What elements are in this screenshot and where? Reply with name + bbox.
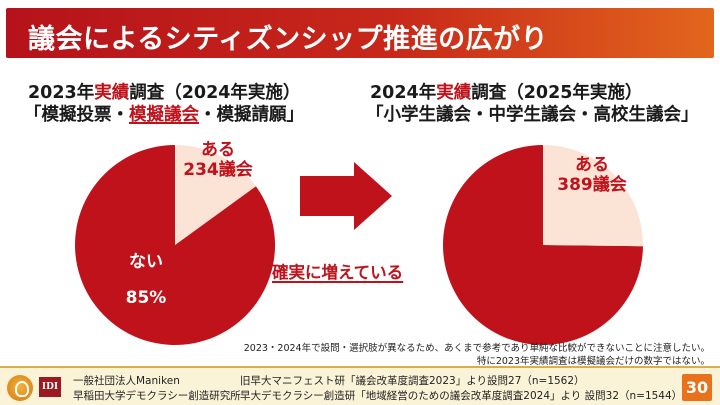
note-line-2: 特に2023年実績調査は模擬議会だけの数字ではない。 xyxy=(476,356,710,367)
org-name-1: 一般社団法人Maniken xyxy=(73,375,180,387)
left-heading-rest: 調査（2024年実施） xyxy=(129,83,301,103)
right-pie-slice-no xyxy=(442,145,643,345)
left-pie-slice-yes xyxy=(175,145,256,245)
right-yes-count: 389議会 xyxy=(557,175,627,195)
left-sub-open: 「模擬投票・ xyxy=(24,105,129,125)
left-heading-emphasis: 実績 xyxy=(94,83,130,103)
left-sub-emphasis: 模擬議会 xyxy=(129,105,199,125)
left-yes-label: ある 234議会 xyxy=(183,140,253,180)
right-survey-subheading: 「小学生議会・中学生議会・高校生議会」 xyxy=(366,105,699,125)
left-survey-subheading: 「模擬投票・模擬議会・模擬請願」 xyxy=(24,104,304,126)
page-number: 30 xyxy=(682,374,712,401)
right-pie-slice-yes xyxy=(543,145,643,247)
idi-logo: IDI xyxy=(39,377,61,397)
right-heading-rest: 調査（2025年実施） xyxy=(471,83,643,103)
source-line-2: 早大デモクラシー創造研「地域経営のための議会改革度調査2024」より 設問32（… xyxy=(240,390,683,402)
left-yes-word: ある xyxy=(201,140,235,160)
right-heading-emphasis: 実績 xyxy=(436,83,472,103)
left-sub-close: ・模擬請願」 xyxy=(199,105,304,125)
left-no-percent: 85% xyxy=(125,288,167,308)
source-line-1: 旧早大マニフェスト研「議会改革度調査2023」より設問27（n=1562） xyxy=(240,375,585,387)
footer: IDI 一般社団法人Maniken 早稲田大学デモクラシー創造研究所 旧早大マニ… xyxy=(0,366,720,405)
right-pie-chart xyxy=(442,145,643,345)
note-line-1: 2023・2024年で設問・選択肢が異なるため、あくまで参考であり単純な比較がで… xyxy=(243,343,710,354)
right-survey-heading: 2024年実績調査（2025年実施） xyxy=(370,82,642,104)
right-arrow-icon xyxy=(300,162,392,230)
left-no-label: ない xyxy=(116,252,176,272)
left-heading-year: 2023年 xyxy=(28,83,95,103)
left-survey-heading: 2023年実績調査（2024年実施） xyxy=(28,82,300,104)
page-title: 議会によるシティズンシップ推進の広がり xyxy=(28,24,549,55)
right-yes-word: ある xyxy=(575,155,609,175)
org-name-2: 早稲田大学デモクラシー創造研究所 xyxy=(73,390,241,402)
left-pie-slice-no xyxy=(74,145,275,345)
maniken-logo-icon xyxy=(7,375,33,401)
right-heading-year: 2024年 xyxy=(370,83,437,103)
left-no-word: ない xyxy=(129,252,163,272)
arrow-caption: 確実に増えている xyxy=(272,263,404,282)
left-yes-count: 234議会 xyxy=(183,160,253,180)
right-yes-label: ある 389議会 xyxy=(552,155,632,195)
left-pie-chart xyxy=(74,145,275,345)
title-bar: 議会によるシティズンシップ推進の広がり xyxy=(6,8,714,58)
